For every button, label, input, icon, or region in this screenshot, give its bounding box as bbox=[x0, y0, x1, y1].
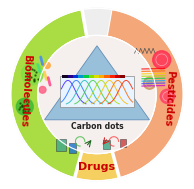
Wedge shape bbox=[75, 152, 119, 181]
Circle shape bbox=[160, 89, 174, 104]
Circle shape bbox=[44, 62, 50, 68]
Bar bbox=[88, 75, 94, 78]
Circle shape bbox=[11, 8, 183, 181]
Bar bbox=[78, 75, 83, 78]
Circle shape bbox=[38, 35, 156, 154]
Bar bbox=[103, 139, 110, 149]
Bar bbox=[120, 139, 126, 147]
Text: Pesticides: Pesticides bbox=[163, 70, 176, 127]
Text: Biomolecules: Biomolecules bbox=[18, 54, 32, 127]
Text: Drugs: Drugs bbox=[78, 162, 116, 172]
Bar bbox=[99, 75, 104, 78]
Bar bbox=[110, 75, 115, 78]
Bar bbox=[73, 75, 78, 78]
Circle shape bbox=[153, 51, 171, 69]
Bar bbox=[56, 139, 66, 151]
Bar bbox=[115, 75, 120, 78]
Bar bbox=[60, 76, 134, 107]
Text: Carbon dots: Carbon dots bbox=[71, 122, 123, 131]
Bar bbox=[68, 75, 73, 78]
Bar bbox=[62, 75, 68, 78]
Circle shape bbox=[39, 86, 46, 93]
Circle shape bbox=[16, 98, 33, 115]
Circle shape bbox=[144, 77, 156, 89]
Wedge shape bbox=[107, 9, 183, 178]
Polygon shape bbox=[44, 46, 150, 120]
Circle shape bbox=[21, 63, 43, 85]
Wedge shape bbox=[11, 9, 87, 178]
Bar bbox=[83, 75, 88, 78]
Bar bbox=[120, 75, 125, 78]
Bar bbox=[104, 75, 110, 78]
Bar bbox=[94, 75, 99, 78]
Bar bbox=[69, 143, 76, 153]
Circle shape bbox=[39, 36, 155, 153]
